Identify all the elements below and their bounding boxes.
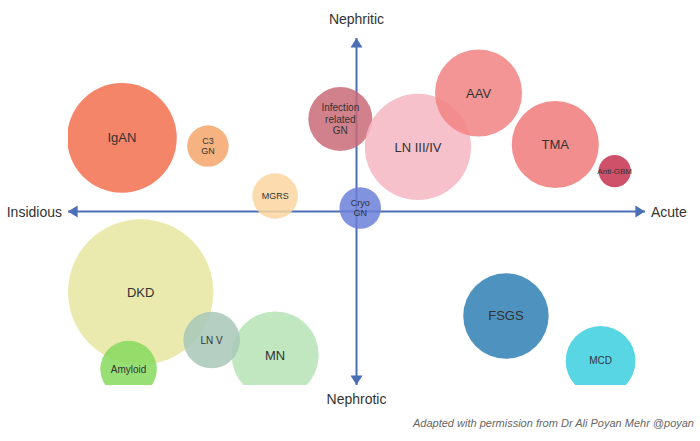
svg-text:Nephrotic: Nephrotic	[327, 391, 387, 407]
svg-text:LN III/IV: LN III/IV	[394, 140, 441, 155]
svg-text:IgAN: IgAN	[107, 130, 136, 145]
svg-text:Insidious: Insidious	[8, 204, 62, 220]
svg-text:Acute: Acute	[651, 204, 687, 220]
svg-text:DKD: DKD	[127, 285, 154, 300]
svg-text:MGRS: MGRS	[262, 191, 289, 201]
svg-text:C3GN: C3GN	[201, 136, 215, 156]
svg-text:MN: MN	[265, 348, 285, 363]
svg-text:CryoGN: CryoGN	[351, 198, 370, 218]
svg-text:Nephritic: Nephritic	[329, 11, 384, 27]
svg-text:Amyloid: Amyloid	[111, 364, 147, 375]
svg-text:AAV: AAV	[466, 86, 491, 101]
svg-text:TMA: TMA	[542, 137, 570, 152]
svg-text:LN V: LN V	[201, 335, 224, 346]
svg-text:MCD: MCD	[589, 355, 612, 366]
svg-text:Anti-GBM: Anti-GBM	[597, 167, 632, 176]
svg-text:Adapted with permission from D: Adapted with permission from Dr Ali Poya…	[412, 417, 692, 429]
svg-text:InfectionrelatedGN: InfectionrelatedGN	[321, 102, 359, 136]
svg-text:FSGS: FSGS	[488, 308, 524, 323]
